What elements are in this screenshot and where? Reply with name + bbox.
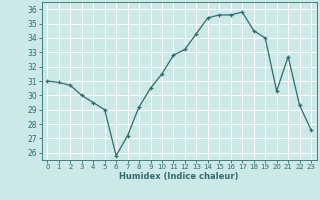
X-axis label: Humidex (Indice chaleur): Humidex (Indice chaleur) — [119, 172, 239, 181]
